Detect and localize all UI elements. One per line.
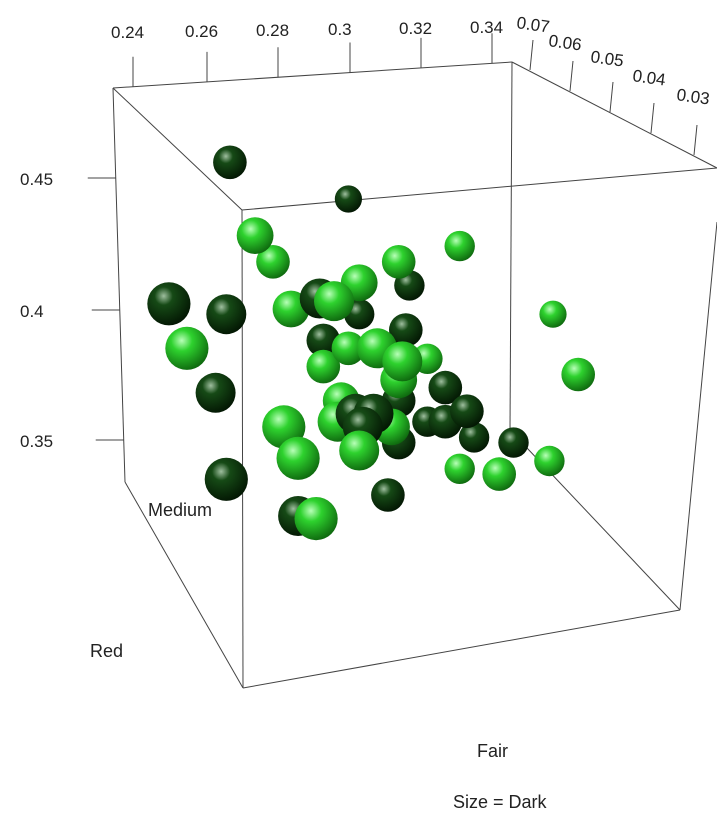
data-point — [458, 422, 490, 453]
data-point — [165, 326, 209, 370]
x-axis-ticks: 0.24 0.26 0.28 0.3 0.32 0.34 — [111, 18, 503, 87]
y-axis-ticks: 0.45 0.4 0.35 — [20, 170, 124, 451]
data-point — [339, 430, 380, 471]
category-labels: Medium Red Fair — [90, 500, 508, 761]
depth-tick-mark — [609, 81, 614, 113]
box-edge-back-right-top — [511, 61, 717, 169]
data-point — [206, 294, 247, 335]
x-tick-label: 0.28 — [256, 21, 289, 40]
category-label-fair: Fair — [477, 741, 508, 761]
size-note: Size = Dark — [453, 792, 548, 812]
data-point — [498, 427, 529, 458]
depth-tick-label: 0.06 — [547, 31, 582, 54]
depth-tick-mark — [529, 39, 534, 71]
x-tick-label: 0.26 — [185, 22, 218, 41]
data-point — [444, 453, 475, 484]
data-point — [294, 496, 338, 541]
data-point — [213, 145, 247, 180]
depth-tick-mark — [569, 60, 574, 92]
data-points — [147, 145, 595, 541]
box-edge-front-top-left — [112, 87, 243, 211]
box-edge-bottom-left — [124, 481, 244, 689]
depth-tick-label: 0.07 — [515, 13, 550, 36]
data-point — [256, 244, 290, 279]
data-point — [381, 244, 416, 279]
x-tick-label: 0.3 — [328, 20, 352, 39]
data-point — [147, 282, 191, 326]
box-edge-front-top — [241, 167, 717, 211]
data-point — [276, 436, 320, 480]
data-point — [236, 217, 274, 255]
y-tick-label: 0.4 — [20, 302, 44, 321]
data-point — [195, 372, 236, 413]
box-edge-back-top — [112, 61, 513, 89]
data-point — [306, 349, 341, 384]
data-point — [444, 230, 475, 262]
data-point — [204, 457, 248, 501]
data-point — [534, 445, 565, 477]
depth-tick-label: 0.03 — [675, 85, 710, 108]
data-point — [539, 300, 567, 328]
data-point — [334, 185, 362, 213]
data-point — [382, 341, 423, 382]
x-tick-label: 0.24 — [111, 23, 144, 42]
y-tick-label: 0.35 — [20, 432, 53, 451]
x-tick-label: 0.34 — [470, 18, 503, 37]
data-point — [482, 457, 516, 491]
box-edge-back-mid — [509, 61, 513, 431]
data-point — [371, 478, 405, 512]
box-edge-right — [679, 221, 717, 611]
box-edge-bottom-front — [242, 609, 681, 689]
data-point — [314, 281, 354, 322]
y-tick-label: 0.45 — [20, 170, 53, 189]
data-point — [331, 331, 366, 366]
depth-axis-ticks: 0.070.06 0.05 0.04 0.03 — [515, 13, 711, 156]
data-point — [561, 357, 595, 392]
x-tick-label: 0.32 — [399, 19, 432, 38]
box-edge-back-left — [112, 87, 126, 483]
data-point — [450, 394, 484, 429]
depth-tick-mark — [650, 102, 655, 134]
depth-tick-label: 0.05 — [589, 47, 624, 70]
category-label-medium: Medium — [148, 500, 212, 520]
category-label-red: Red — [90, 641, 123, 661]
box-edge-front-left — [241, 209, 244, 689]
depth-tick-label: 0.04 — [631, 66, 666, 89]
data-point — [428, 370, 463, 405]
depth-tick-mark — [693, 124, 698, 156]
data-point — [389, 313, 423, 347]
